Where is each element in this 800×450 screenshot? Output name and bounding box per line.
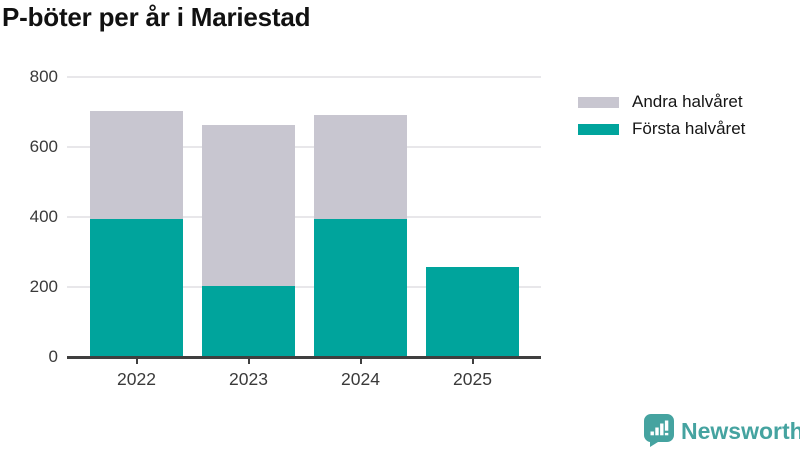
x-axis-tick — [471, 359, 474, 364]
bar-segment-2023-f-rsta-halv-ret — [202, 285, 295, 357]
x-axis-tick-label: 2024 — [341, 369, 380, 389]
y-axis-tick-label: 0 — [48, 347, 58, 366]
x-axis-tick — [247, 359, 250, 364]
legend-item: Andra halvåret — [578, 90, 745, 114]
legend: Andra halvåret Första halvåret — [578, 90, 745, 141]
x-axis-tick-label: 2022 — [117, 369, 156, 389]
bar-segment-2022-andra-halv-ret — [90, 110, 183, 220]
legend-label: Andra halvåret — [632, 92, 743, 111]
x-axis-tick — [359, 359, 362, 364]
y-axis-tick-label: 600 — [29, 137, 58, 156]
legend-swatch — [578, 123, 619, 135]
y-axis-tick-label: 400 — [29, 207, 58, 226]
bar-segment-2025-f-rsta-halv-ret — [426, 266, 519, 357]
chart-title: P-böter per år i Mariestad — [2, 2, 311, 32]
legend-swatch — [578, 96, 619, 108]
x-axis-line — [67, 356, 541, 359]
bar-segment-2023-andra-halv-ret — [202, 124, 295, 286]
x-axis-tick-label: 2025 — [453, 369, 492, 389]
x-axis-tick — [135, 359, 138, 364]
bar-segment-2024-andra-halv-ret — [314, 115, 407, 220]
gridline-800 — [67, 76, 541, 78]
x-axis-tick-label: 2023 — [229, 369, 268, 389]
legend-label: Första halvåret — [632, 119, 746, 138]
newsworthy-wordmark: Newsworthy — [681, 417, 800, 444]
gridline-400 — [67, 216, 541, 218]
y-axis-tick-label: 200 — [29, 277, 58, 296]
legend-item: Första halvåret — [578, 117, 745, 141]
newsworthy-speech-bubble-bar-chart-icon — [644, 414, 674, 447]
newsworthy-logo[interactable]: Newsworthy — [644, 414, 800, 447]
bar-segment-2022-f-rsta-halv-ret — [90, 219, 183, 357]
y-axis-tick-label: 800 — [29, 67, 58, 86]
gridline-200 — [67, 286, 541, 288]
bar-segment-2024-f-rsta-halv-ret — [314, 219, 407, 357]
gridline-600 — [67, 146, 541, 148]
